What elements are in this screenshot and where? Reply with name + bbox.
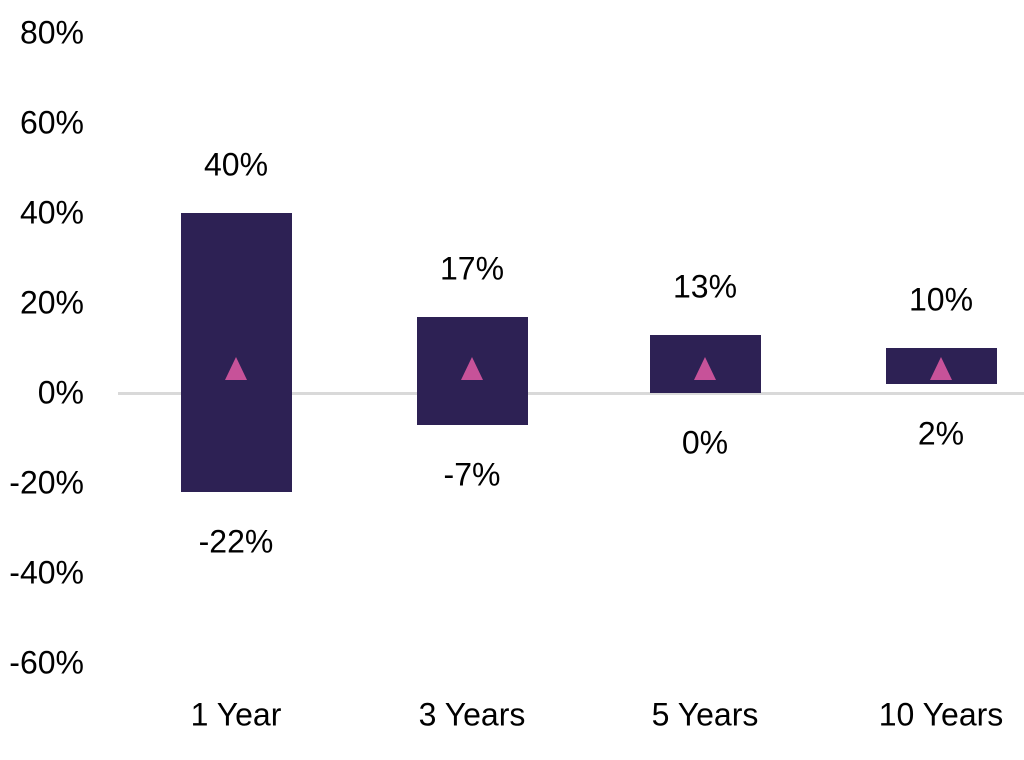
low-value-label: -7%: [443, 456, 501, 492]
y-tick-label: -60%: [9, 644, 84, 681]
low-value-label: 2%: [917, 415, 965, 452]
y-tick-label: 0%: [37, 374, 84, 411]
low-value-label: -22%: [198, 523, 274, 560]
y-tick-label: 80%: [19, 14, 84, 51]
triangle-marker-icon: [694, 356, 716, 380]
category-label: 3 Years: [418, 696, 526, 733]
category-label: 1 Year: [190, 696, 282, 733]
high-value-label: 17%: [439, 250, 505, 286]
triangle-marker-icon: [461, 356, 483, 380]
range-bar: [180, 213, 292, 492]
y-tick-label: 60%: [19, 104, 84, 141]
y-tick-label: -20%: [9, 464, 84, 501]
high-value-label: 40%: [203, 146, 269, 183]
low-value-label: 0%: [681, 424, 729, 461]
y-tick-label: 20%: [19, 284, 84, 321]
category-label: 5 Years: [651, 696, 759, 733]
triangle-marker-icon: [930, 356, 952, 380]
high-value-label: 13%: [672, 268, 738, 304]
y-tick-label: -40%: [9, 554, 84, 591]
y-tick-label: 40%: [19, 194, 84, 231]
category-label: 10 Years: [878, 696, 1004, 733]
triangle-marker-icon: [225, 356, 247, 380]
zero-axis-line: [118, 392, 1024, 395]
high-value-label: 10%: [908, 281, 974, 318]
